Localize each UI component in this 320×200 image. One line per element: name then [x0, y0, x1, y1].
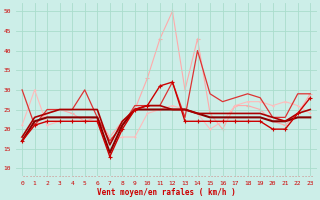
- X-axis label: Vent moyen/en rafales ( km/h ): Vent moyen/en rafales ( km/h ): [97, 188, 236, 197]
